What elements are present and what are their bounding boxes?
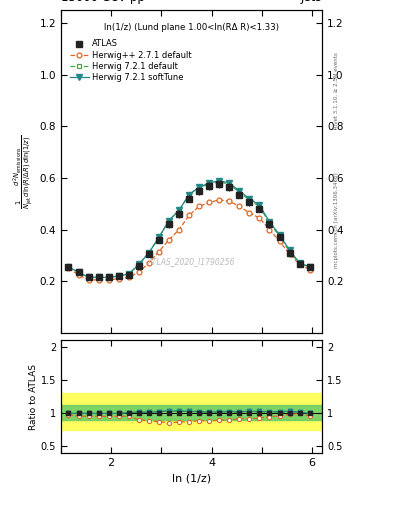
Y-axis label: $\frac{1}{N_\mathsf{jet}}\frac{d^2 N_\mathsf{emissions}}{d\ln(R/\Delta R)\,d\ln(: $\frac{1}{N_\mathsf{jet}}\frac{d^2 N_\ma…	[12, 135, 35, 208]
Text: 13000 GeV pp: 13000 GeV pp	[61, 0, 145, 4]
Text: ln(1/z) (Lund plane 1.00<ln(RΔ R)<1.33): ln(1/z) (Lund plane 1.00<ln(RΔ R)<1.33)	[104, 23, 279, 32]
Legend: ATLAS, Herwig++ 2.7.1 default, Herwig 7.2.1 default, Herwig 7.2.1 softTune: ATLAS, Herwig++ 2.7.1 default, Herwig 7.…	[68, 37, 194, 84]
X-axis label: ln (1/z): ln (1/z)	[172, 474, 211, 483]
Text: mcplots.cern.ch [arXiv:1306.3436]: mcplots.cern.ch [arXiv:1306.3436]	[334, 172, 338, 268]
Text: Rivet 3.1.10, ≥ 2.5M events: Rivet 3.1.10, ≥ 2.5M events	[334, 53, 338, 129]
Y-axis label: Ratio to ATLAS: Ratio to ATLAS	[29, 364, 38, 430]
Text: Jets: Jets	[301, 0, 322, 4]
Text: ATLAS_2020_I1790256: ATLAS_2020_I1790256	[148, 258, 235, 266]
